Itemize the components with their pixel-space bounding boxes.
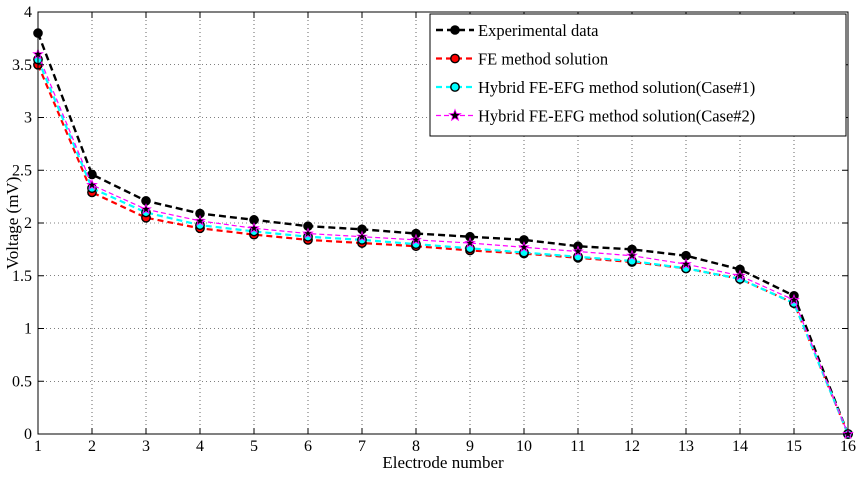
data-point [194,214,206,226]
x-tick-label: 1 [34,438,42,455]
data-point [302,227,314,239]
data-point [626,249,638,261]
x-tick-label: 5 [250,438,258,455]
series-line [36,32,850,435]
x-tick-label: 2 [88,438,96,455]
series-4 [32,48,854,439]
series-line [37,53,849,435]
y-tick-label: 3 [24,110,32,127]
x-tick-label: 14 [732,438,748,455]
y-tick-label: 2.5 [12,162,32,179]
y-tick-label: 2 [24,215,32,232]
x-tick-label: 12 [624,438,640,455]
legend-swatch-marker [450,82,460,92]
legend-item: Hybrid FE-EFG method solution(Case#1) [436,78,755,97]
legend-item: Hybrid FE-EFG method solution(Case#2) [436,107,755,126]
data-point [86,178,98,190]
legend-swatch-marker [450,53,460,64]
x-tick-label: 7 [358,438,366,455]
series-line [36,64,850,435]
x-axis-label: Electrode number [382,453,504,472]
data-point [734,269,746,281]
x-tick-label: 13 [678,438,694,455]
series-layer [32,28,854,439]
legend-label: FE method solution [478,50,608,69]
y-tick-label: 4 [24,4,32,21]
data-point [248,222,260,234]
legend-box [429,13,847,137]
x-tick-label: 3 [142,438,150,455]
legend-item: Experimental data [436,21,599,40]
y-tick-label: 1 [24,321,32,338]
x-tick-label: 11 [570,438,585,455]
data-point [518,241,530,253]
y-tick-label: 1.5 [12,268,32,285]
y-tick-label: 0.5 [12,373,32,390]
legend-swatch-marker [450,25,460,35]
data-point [572,245,584,257]
legend-label: Hybrid FE-EFG method solution(Case#2) [478,107,755,126]
x-tick-label: 4 [196,438,204,455]
legend-label: Experimental data [478,21,599,40]
x-tick-label: 15 [786,438,802,455]
data-point [680,257,692,270]
x-tick-label: 6 [304,438,312,455]
data-point [356,230,368,242]
series-1 [33,28,853,439]
x-tick-label: 8 [412,438,420,455]
legend-item: FE method solution [436,50,608,69]
legend: Experimental data FE method solution Hybri… [429,13,847,137]
x-tick-label: 10 [516,438,532,455]
legend-label: Hybrid FE-EFG method solution(Case#1) [478,78,755,97]
x-tick-label: 16 [840,438,856,455]
data-point [788,293,800,305]
data-point [87,169,97,180]
data-point [464,236,476,249]
data-point [410,233,422,245]
x-tick-label: 9 [466,438,474,455]
y-axis-label: Voltage (mV) [3,177,22,270]
y-tick-label: 0 [24,426,32,443]
legend-swatch-marker [448,108,462,122]
y-tick-label: 3.5 [12,57,32,74]
data-point [140,203,152,215]
